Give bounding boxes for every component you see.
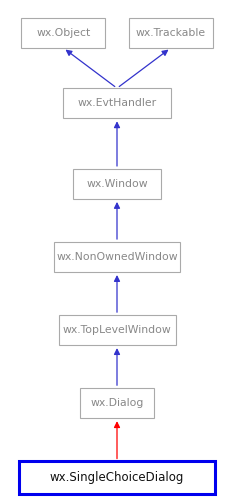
Text: wx.TopLevelWindow: wx.TopLevelWindow [63, 325, 171, 335]
FancyBboxPatch shape [21, 18, 105, 48]
FancyBboxPatch shape [19, 462, 215, 494]
Text: wx.Window: wx.Window [86, 179, 148, 189]
FancyBboxPatch shape [58, 315, 176, 345]
FancyBboxPatch shape [63, 88, 171, 118]
Text: wx.NonOwnedWindow: wx.NonOwnedWindow [56, 252, 178, 262]
Text: wx.Trackable: wx.Trackable [136, 28, 206, 38]
Text: wx.Object: wx.Object [36, 28, 90, 38]
FancyBboxPatch shape [54, 242, 180, 272]
FancyBboxPatch shape [129, 18, 213, 48]
FancyBboxPatch shape [80, 388, 154, 418]
Text: wx.SingleChoiceDialog: wx.SingleChoiceDialog [50, 471, 184, 484]
Text: wx.Dialog: wx.Dialog [90, 398, 144, 408]
Text: wx.EvtHandler: wx.EvtHandler [77, 98, 157, 108]
FancyBboxPatch shape [73, 169, 161, 199]
